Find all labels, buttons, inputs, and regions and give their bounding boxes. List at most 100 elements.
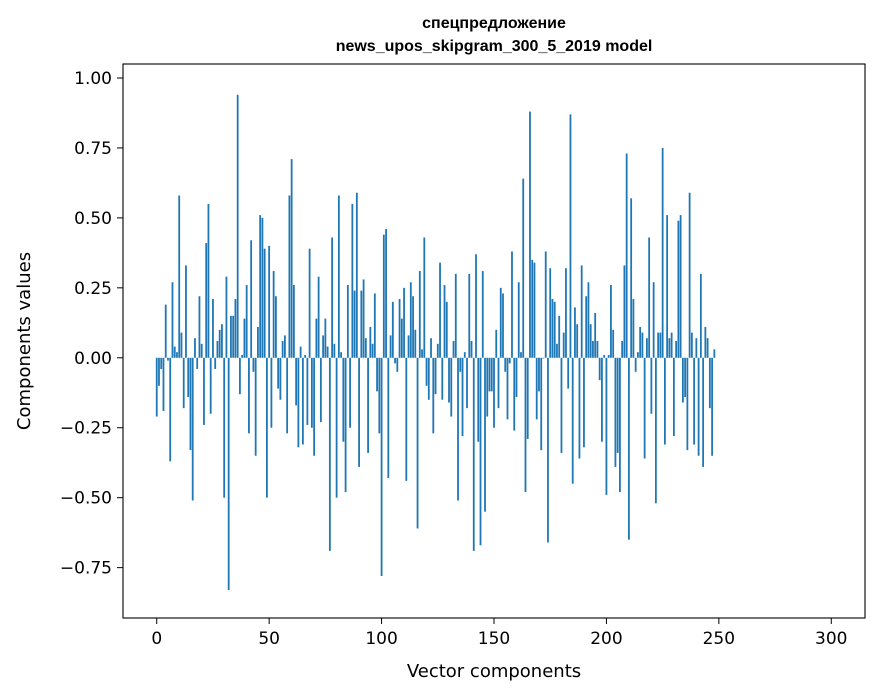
bar (646, 338, 648, 358)
bar (585, 296, 588, 358)
bar (355, 192, 358, 358)
bar (434, 357, 437, 395)
bar (675, 341, 678, 358)
bar (414, 329, 417, 358)
bar (580, 265, 583, 358)
bar (241, 354, 244, 358)
bar (306, 357, 309, 425)
y-tick-label: 1.00 (74, 69, 112, 89)
bar (479, 357, 482, 546)
bar (324, 318, 327, 358)
bar (398, 299, 401, 358)
bar (495, 329, 498, 358)
bar (661, 147, 664, 358)
bar (556, 343, 558, 358)
bar (371, 343, 374, 358)
bar (308, 248, 311, 358)
bar (405, 357, 408, 481)
bar (587, 282, 590, 358)
bar (553, 301, 556, 358)
bar (603, 354, 606, 358)
bar (187, 357, 190, 397)
y-tick-label: −0.75 (60, 559, 112, 579)
bar (310, 357, 313, 428)
bar (313, 357, 316, 456)
bar (319, 357, 322, 423)
bar (551, 299, 554, 358)
bar (225, 276, 228, 358)
plot-frame (122, 63, 866, 619)
bar (526, 357, 529, 439)
bar (212, 299, 214, 358)
bar (326, 346, 329, 358)
bar (628, 357, 630, 540)
bar (504, 357, 507, 372)
bar (663, 357, 666, 445)
bar (407, 335, 410, 358)
bar (389, 335, 392, 358)
bar (283, 335, 286, 358)
bar (670, 332, 673, 358)
bar (418, 271, 421, 358)
y-axis-label: Components values (14, 252, 35, 430)
bar-series (155, 94, 716, 591)
bar (297, 357, 300, 448)
bar (668, 338, 671, 358)
bar (637, 352, 639, 358)
bar (335, 357, 338, 498)
y-tick-label: 0.00 (74, 349, 112, 369)
bar (702, 357, 705, 467)
bar (351, 203, 354, 358)
bar (607, 354, 610, 358)
y-axis-ticks: −0.75 −0.50 −0.25 0.00 0.25 0.50 0.75 1.00 (60, 69, 123, 579)
bar (690, 332, 693, 358)
bar (194, 338, 196, 358)
bar (436, 343, 439, 358)
bar (203, 357, 205, 425)
bar (223, 357, 226, 498)
bar (614, 357, 617, 467)
bar (650, 357, 653, 414)
bar (286, 357, 289, 434)
bar (531, 259, 534, 358)
x-axis-ticks: 0 50 100 150 200 250 300 (151, 618, 847, 649)
bar (643, 357, 646, 459)
bar (342, 357, 345, 442)
bar (277, 357, 280, 389)
bar (281, 341, 284, 358)
bar (463, 352, 466, 358)
bar (358, 357, 360, 467)
bar (574, 307, 576, 358)
bar (513, 357, 516, 431)
bar (616, 357, 619, 453)
bar (499, 287, 502, 358)
bar (524, 357, 527, 493)
bar (261, 217, 264, 358)
bar (196, 357, 199, 369)
bar (173, 346, 176, 358)
bar (704, 327, 707, 358)
bar (275, 296, 277, 358)
bar (209, 357, 212, 414)
bar (380, 357, 383, 577)
bar (681, 357, 684, 403)
bar (353, 290, 356, 358)
bar (472, 357, 475, 551)
bar (454, 273, 457, 358)
bar (634, 357, 637, 372)
bar (475, 254, 477, 358)
bar (594, 313, 597, 358)
bar (369, 327, 372, 358)
bar (517, 282, 520, 358)
bar (337, 195, 340, 358)
y-tick-label: −0.50 (60, 489, 112, 509)
bar (331, 237, 334, 358)
bar (713, 349, 716, 358)
bar (648, 237, 651, 358)
bar (484, 357, 486, 512)
bar (412, 296, 414, 358)
bar (155, 357, 158, 417)
bar (493, 357, 495, 428)
bar (207, 203, 210, 358)
bar (322, 335, 325, 358)
